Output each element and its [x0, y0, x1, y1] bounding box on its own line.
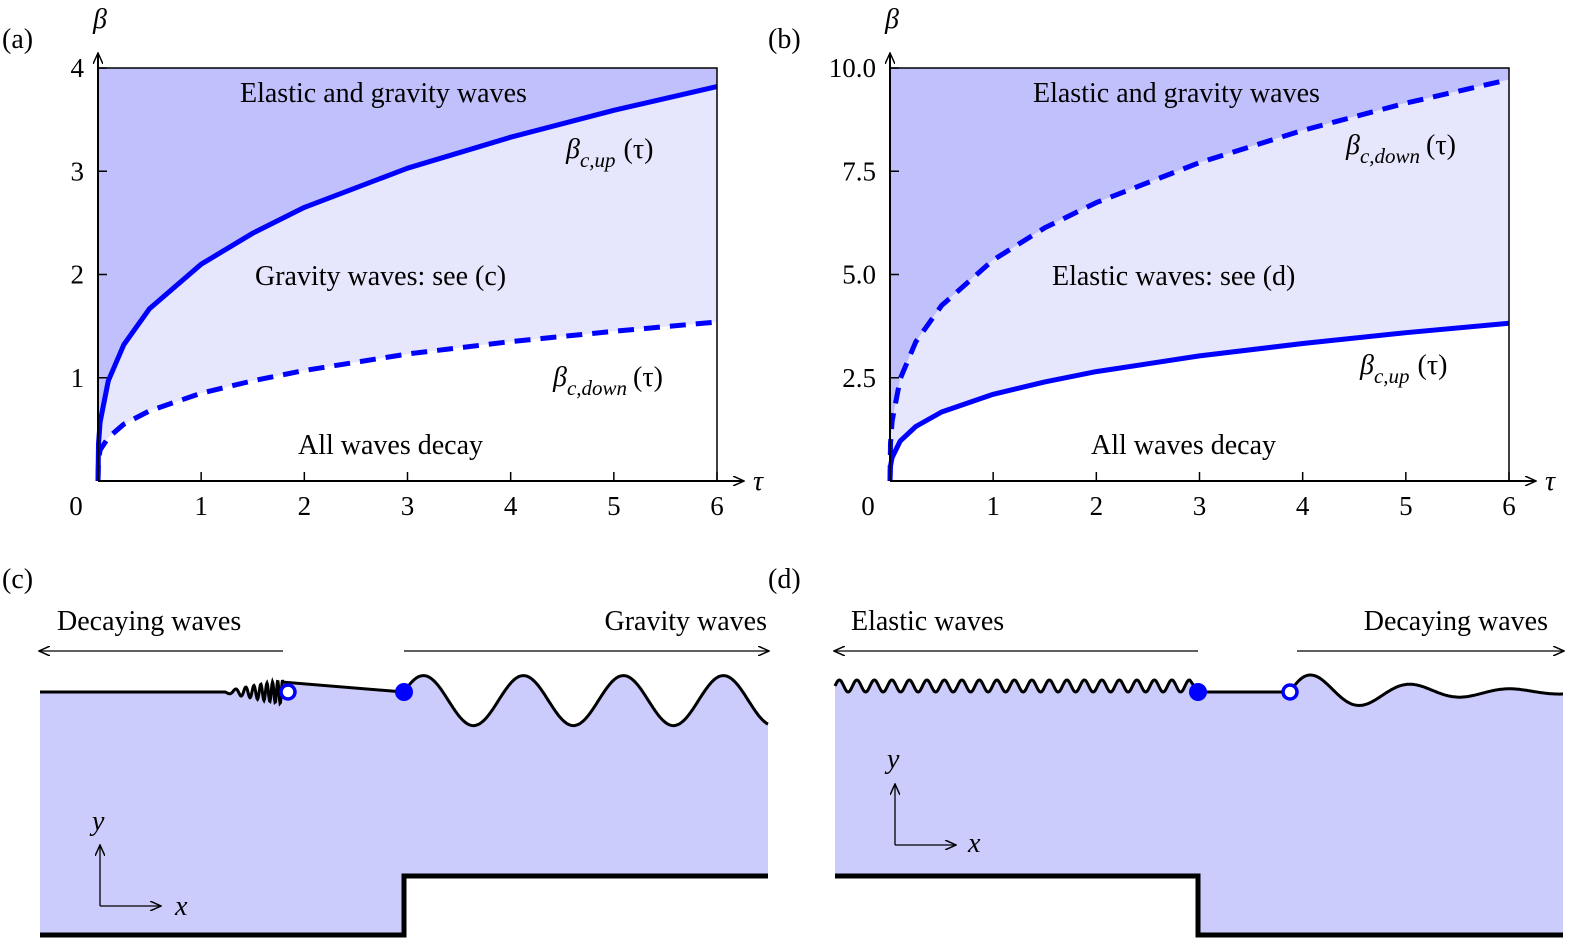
x-tick-label: 1 — [986, 491, 1000, 521]
panel-label-a: (a) — [2, 24, 33, 55]
region-top-fill — [890, 68, 1509, 481]
diagram-d: (d) Elastic waves Decaying waves y x — [768, 564, 1563, 938]
region-middle-label: Gravity waves: see (c) — [255, 261, 506, 292]
x-tick-label: 0 — [69, 491, 83, 521]
right-region-label: Decaying waves — [1364, 606, 1548, 637]
x-tick-label: 3 — [401, 491, 415, 521]
y-tick-label: 10.0 — [829, 53, 876, 83]
x-tick-label: 4 — [1296, 491, 1310, 521]
curve-label-down: βc,down (τ) — [1345, 130, 1456, 168]
curve-label-down: βc,down (τ) — [552, 362, 663, 400]
region-bottom-label: All waves decay — [298, 430, 483, 461]
fluid-region — [40, 675, 768, 935]
y-tick-label: 4 — [71, 53, 85, 83]
x-axis-label: τ — [1545, 466, 1556, 497]
filled-point-marker — [1189, 683, 1207, 701]
fluid-region — [835, 675, 1563, 935]
plot-frame — [890, 67, 1510, 481]
y-tick-label: 2.5 — [842, 363, 876, 393]
x-tick-label: 0 — [861, 491, 875, 521]
x-label: x — [967, 828, 981, 859]
curve-beta-c-down — [887, 77, 1510, 482]
free-surface — [833, 673, 1563, 708]
left-region-label: Decaying waves — [57, 606, 241, 637]
x-label: x — [174, 891, 188, 922]
region-middle-label: Elastic waves: see (d) — [1052, 261, 1295, 292]
x-tick-label: 2 — [1090, 491, 1104, 521]
chart-b: (b) β τ 0 1 2 3 4 5 6 2.5 5.0 7.5 10.0 Elastic and g… — [768, 4, 1556, 521]
free-surface — [40, 674, 769, 728]
region-top-label: Elastic and gravity waves — [240, 78, 527, 109]
y-label: y — [89, 806, 105, 837]
curve-beta-c-up — [887, 320, 1510, 482]
x-tick-label: 2 — [298, 491, 312, 521]
curve-label-up: βc,up (τ) — [565, 134, 653, 172]
x-tick-label: 4 — [504, 491, 518, 521]
y-axis-label: β — [92, 4, 107, 35]
right-region-label: Gravity waves — [604, 606, 767, 637]
bottom-step — [40, 873, 768, 938]
chart-a: (a) β τ 0 1 2 3 4 5 6 1 2 3 4 Elastic and gravity wa… — [2, 4, 764, 521]
panel-label-b: (b) — [768, 24, 801, 55]
curve-label-up: βc,up (τ) — [1359, 350, 1447, 388]
bottom-step — [835, 873, 1563, 938]
x-tick-label: 3 — [1193, 491, 1207, 521]
x-tick-label: 5 — [607, 491, 621, 521]
x-tick-label: 6 — [710, 491, 724, 521]
region-bottom-label: All waves decay — [1091, 430, 1276, 461]
region-middle-fill — [98, 86, 717, 481]
x-tick-label: 5 — [1399, 491, 1413, 521]
left-region-label: Elastic waves — [851, 606, 1004, 637]
open-point-marker — [1281, 683, 1299, 701]
filled-point-marker — [395, 683, 413, 701]
region-top-fill — [98, 68, 717, 481]
x-tick-label: 1 — [194, 491, 208, 521]
y-tick-label: 1 — [71, 363, 85, 393]
open-point-marker — [279, 683, 297, 701]
y-label: y — [884, 744, 900, 775]
curve-beta-c-down — [95, 319, 718, 482]
x-axis-label: τ — [753, 466, 764, 497]
curve-beta-c-up — [95, 84, 718, 482]
y-tick-label: 5.0 — [842, 260, 876, 290]
y-tick-label: 2 — [71, 260, 85, 290]
y-tick-label: 3 — [71, 156, 85, 186]
region-top-label: Elastic and gravity waves — [1033, 78, 1320, 109]
panel-label-c: (c) — [2, 564, 33, 595]
panel-label-d: (d) — [768, 564, 801, 595]
plot-frame — [98, 67, 718, 481]
y-axis-label: β — [884, 4, 899, 35]
diagram-c: (c) Decaying waves Gravity waves y x — [2, 564, 769, 938]
x-tick-label: 6 — [1502, 491, 1516, 521]
y-tick-label: 7.5 — [842, 156, 876, 186]
